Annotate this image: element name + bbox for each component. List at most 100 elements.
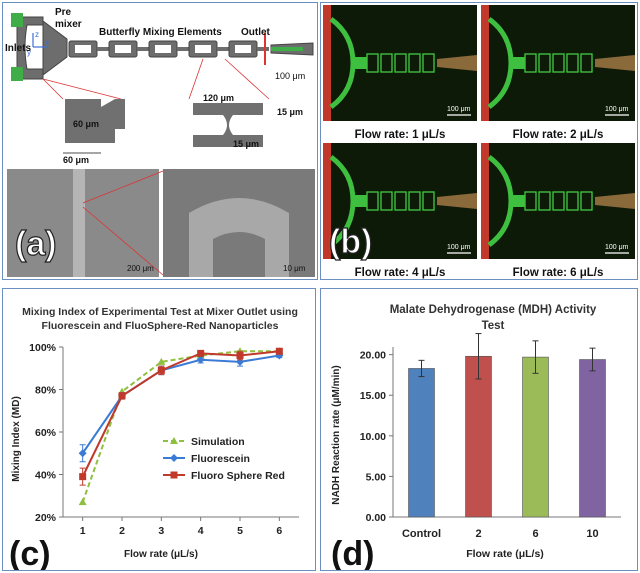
x-tick-label: 2	[119, 525, 125, 537]
inlet-top	[11, 13, 23, 27]
series-line	[81, 354, 280, 454]
butterfly-element	[552, 53, 565, 73]
legend-label: Fluoro Sphere Red	[191, 470, 285, 482]
zoom-line	[224, 58, 270, 100]
butterfly-element	[366, 191, 379, 211]
butterfly-link	[177, 47, 189, 51]
data-point	[197, 349, 205, 357]
x-tick-label: 3	[158, 525, 164, 537]
butterfly-element	[380, 191, 393, 211]
fluorescence-tile: 100 μm Flow rate: 1 μL/s	[323, 5, 477, 141]
sem-scale-10: 10 μm	[283, 264, 306, 273]
panel-label-d: (d)	[331, 535, 374, 571]
y-tick-label: 40%	[35, 470, 57, 482]
data-point	[275, 347, 283, 355]
zoom-line	[82, 206, 164, 276]
butterfly-element	[524, 191, 537, 211]
outlet-stream	[437, 193, 477, 209]
mixing-index-chart: Mixing Index of Experimental Test at Mix…	[9, 306, 299, 571]
premixer-stream	[511, 195, 525, 207]
butterfly-link	[137, 47, 149, 51]
y-tick-label: 10.00	[360, 431, 386, 443]
x-axis-label: Flow rate (μL/s)	[466, 548, 544, 560]
legend-marker	[170, 471, 178, 479]
x-tick-label: 2	[475, 528, 481, 540]
panel-b: 100 μm Flow rate: 1 μL/s 100 μm Flow rate: …	[320, 2, 638, 280]
zoom-line	[42, 78, 64, 100]
x-tick-label: 4	[198, 525, 204, 537]
data-point	[157, 357, 166, 365]
y-axis-label: Mixing Index (MD)	[11, 396, 22, 482]
butterfly-element	[408, 191, 421, 211]
inlet-red-stream	[481, 5, 489, 121]
butterfly-element	[580, 53, 593, 73]
scale-label: 100 μm	[605, 244, 629, 251]
y-tick-label: 0.00	[366, 512, 387, 524]
x-tick-label: 5	[237, 525, 243, 537]
scale-label: 100 μm	[447, 106, 471, 113]
x-tick-label: 6	[276, 525, 282, 537]
legend-label: Fluorescein	[191, 453, 250, 465]
butterfly-gap-label: 15 μm	[277, 107, 303, 117]
premixer-detail	[65, 99, 125, 143]
butterfly-element	[380, 53, 393, 73]
butterfly-chain	[68, 40, 269, 58]
butterfly-hole	[235, 45, 251, 53]
inlet-bottom	[11, 67, 23, 81]
sem-detail-structure	[189, 198, 289, 277]
sem-channel	[73, 169, 85, 277]
panel-label-b: (b)	[329, 223, 372, 261]
plot-area: 20% 40% 60% 80% 100% 1 2 3 4 5 6 Simulation Fluoresc…	[29, 342, 299, 537]
butterfly-element	[580, 191, 593, 211]
scale-label: 100 μm	[605, 106, 629, 113]
butterfly-element	[422, 53, 435, 73]
butterfly-link	[97, 47, 109, 51]
butterfly-element	[394, 191, 407, 211]
data-point	[78, 498, 87, 506]
butterfly-element	[538, 191, 551, 211]
mixer-label: mixer	[55, 19, 82, 30]
data-point	[157, 366, 165, 374]
butterfly-hole	[115, 45, 131, 53]
inlet-red-stream	[323, 5, 331, 121]
premixer-height-label: 60 μm	[73, 119, 99, 129]
panel-c: Mixing Index of Experimental Test at Mix…	[2, 288, 316, 571]
premixer-stream	[511, 57, 525, 69]
axis-x-label: x	[45, 38, 49, 47]
butterfly-hole	[75, 45, 91, 53]
butterfly-label: Butterfly Mixing Elements	[99, 27, 222, 38]
outlet-stream	[437, 55, 477, 71]
bar	[408, 368, 435, 518]
butterfly-element	[538, 53, 551, 73]
outlet-label: Outlet	[241, 27, 271, 38]
premixer-width-label: 60 μm	[63, 155, 89, 165]
series-line	[81, 350, 280, 478]
legend-marker	[170, 454, 178, 462]
flow-rate-caption: Flow rate: 6 μL/s	[513, 267, 604, 279]
data-point	[236, 352, 244, 359]
panel-label-a: (a)	[15, 225, 57, 263]
scale-label: 100 μm	[447, 244, 471, 251]
panel-d: Malate Dehydrogenase (MDH) Activity Test…	[320, 288, 638, 571]
chart-title-line2: Test	[482, 320, 505, 332]
chart-title-line1: Mixing Index of Experimental Test at Mix…	[22, 306, 298, 318]
butterfly-element	[394, 53, 407, 73]
bar	[465, 355, 492, 518]
pre-label: Pre	[55, 7, 72, 18]
legend-marker	[170, 437, 178, 444]
y-tick-label: 80%	[35, 385, 57, 397]
flow-rate-caption: Flow rate: 1 μL/s	[355, 129, 446, 141]
butterfly-element	[524, 53, 537, 73]
panel-label-c: (c)	[9, 535, 51, 571]
chart-title-line1: Malate Dehydrogenase (MDH) Activity	[390, 304, 597, 316]
y-tick-label: 100%	[29, 342, 57, 354]
zoom-line	[188, 58, 204, 100]
y-tick-label: 15.00	[360, 390, 386, 402]
outlet-stream	[595, 193, 635, 209]
premixer-stream	[353, 57, 367, 69]
butterfly-link	[217, 47, 229, 51]
y-tick-label: 60%	[35, 427, 57, 439]
outlet-stream	[595, 55, 635, 71]
y-tick-label: 20.00	[360, 350, 386, 362]
mdh-activity-chart: Malate Dehydrogenase (MDH) Activity Test…	[331, 304, 621, 571]
